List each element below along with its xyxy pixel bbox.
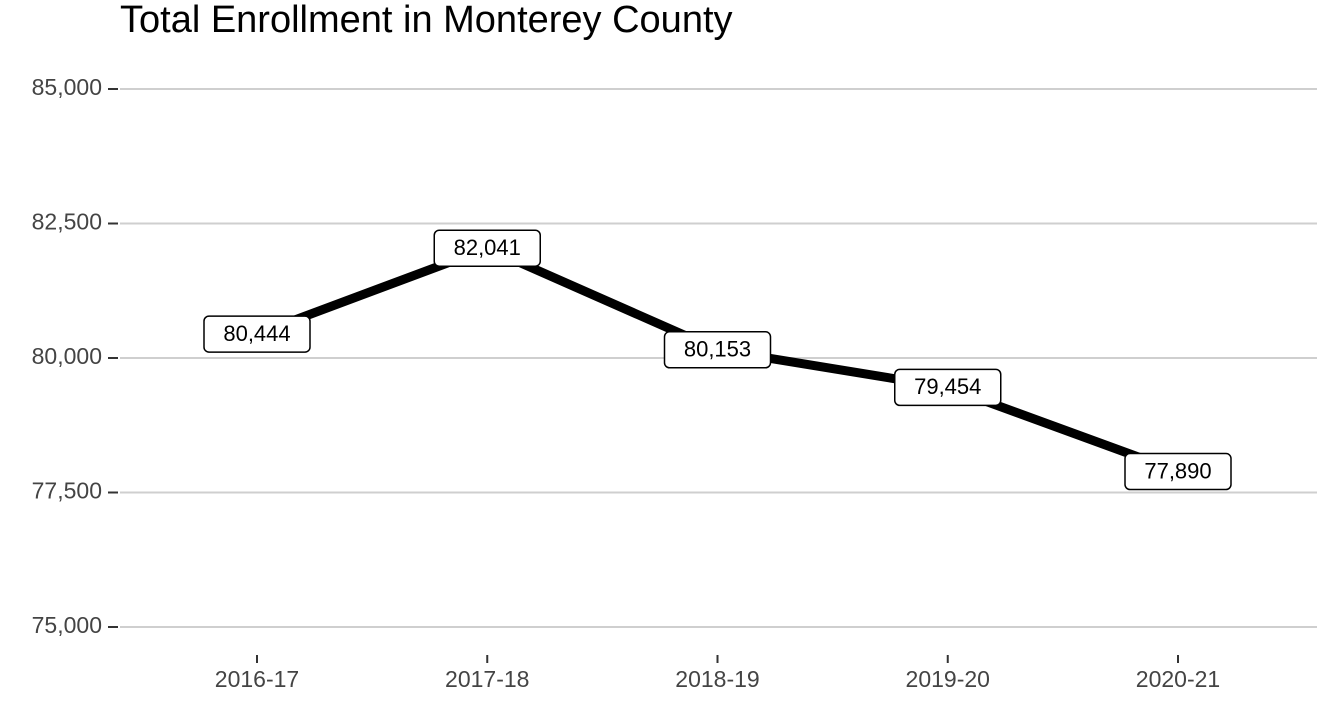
x-tick-label: 2019-20: [906, 666, 990, 692]
label-box: [1124, 452, 1232, 491]
y-tick-label: 80,000: [32, 343, 102, 369]
y-tick-label: 82,500: [32, 209, 102, 235]
label-box: [663, 331, 772, 369]
x-tick-label: 2020-21: [1136, 666, 1220, 692]
data-label: 80,444: [223, 321, 290, 346]
data-label: 79,454: [914, 374, 981, 399]
x-tick-label: 2018-19: [675, 666, 759, 692]
y-tick-label: 75,000: [32, 612, 102, 638]
label-box: [203, 315, 311, 353]
x-tick-label: 2017-18: [445, 666, 529, 692]
data-label: 80,153: [684, 337, 751, 362]
data-label: 82,041: [454, 235, 521, 260]
y-tick-label: 85,000: [32, 74, 102, 100]
label-box: [894, 368, 1002, 407]
label-box: [433, 229, 541, 267]
chart-title: Total Enrollment in Monterey County: [120, 0, 733, 41]
x-tick-label: 2016-17: [215, 666, 299, 692]
data-label: 77,890: [1144, 458, 1211, 483]
y-tick-label: 77,500: [32, 478, 102, 504]
